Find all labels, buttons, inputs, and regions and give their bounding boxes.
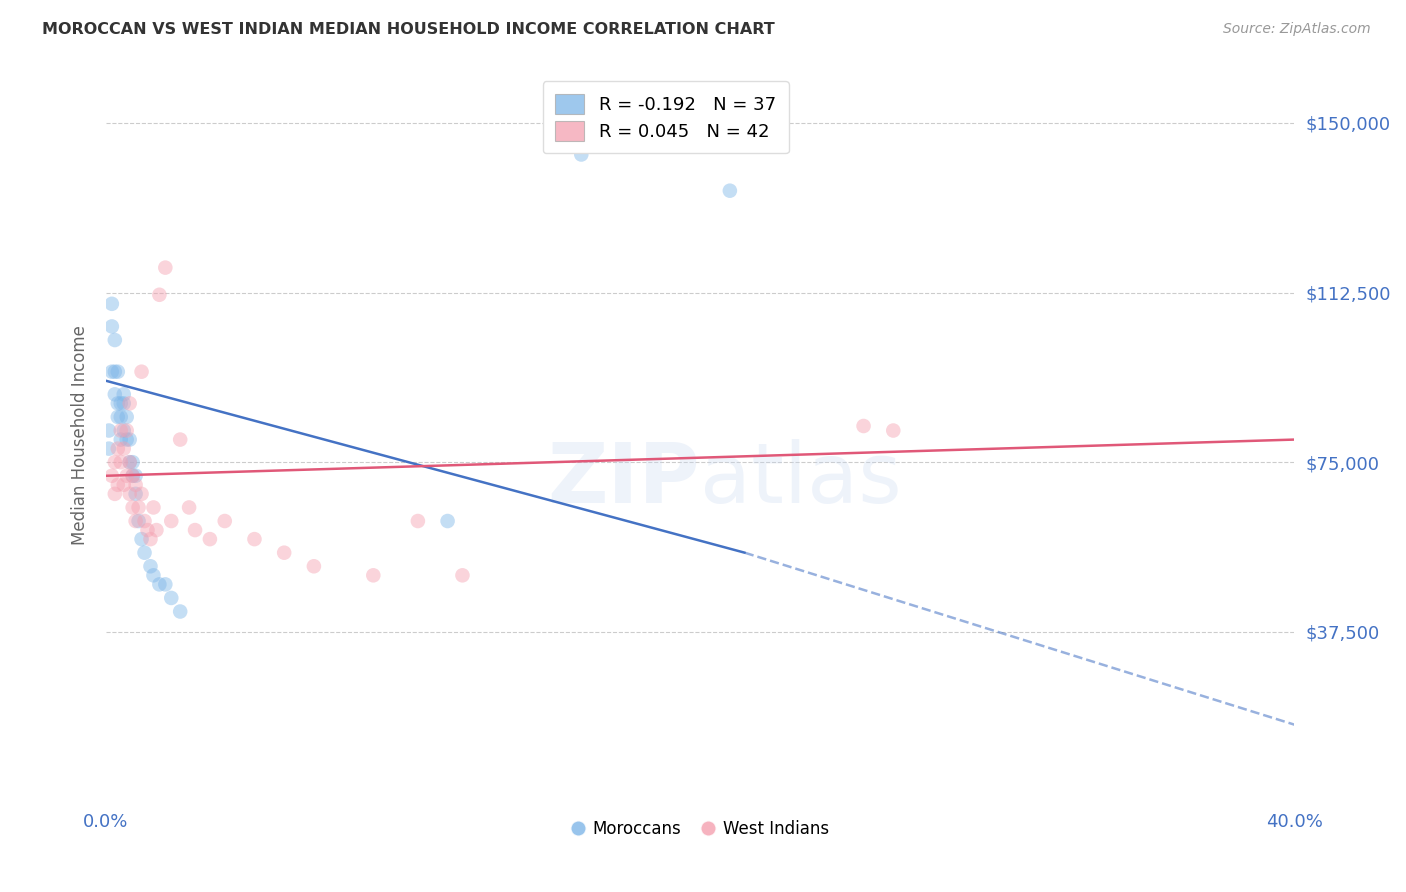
Point (110, 424, 132, 438)
Point (145, 523, 167, 537)
Point (131, 487, 153, 501)
Text: ZIP: ZIP (548, 439, 700, 519)
Text: atlas: atlas (700, 439, 901, 519)
Point (115, 468, 138, 483)
Point (112, 387, 135, 401)
Point (128, 500, 150, 515)
Point (406, 514, 429, 528)
Point (139, 559, 162, 574)
Point (131, 365, 153, 379)
Point (104, 365, 127, 379)
Point (148, 577, 170, 591)
Point (118, 396, 141, 410)
Point (184, 523, 207, 537)
Point (139, 532, 162, 546)
Point (107, 478, 129, 492)
Point (121, 468, 143, 483)
Point (121, 455, 143, 469)
Point (115, 409, 138, 424)
Point (107, 365, 129, 379)
Legend: Moroccans, West Indians: Moroccans, West Indians (564, 814, 837, 845)
Point (169, 433, 191, 447)
Point (101, 468, 124, 483)
Point (198, 532, 221, 546)
Point (134, 514, 156, 528)
Point (131, 532, 153, 546)
Point (882, 424, 904, 438)
Point (104, 487, 127, 501)
Text: MOROCCAN VS WEST INDIAN MEDIAN HOUSEHOLD INCOME CORRELATION CHART: MOROCCAN VS WEST INDIAN MEDIAN HOUSEHOLD… (42, 22, 775, 37)
Point (110, 455, 132, 469)
Point (136, 523, 159, 537)
Point (124, 487, 146, 501)
Point (110, 396, 132, 410)
Point (852, 419, 875, 434)
Point (104, 455, 127, 469)
Point (118, 455, 141, 469)
Y-axis label: Median Household Income: Median Household Income (72, 325, 89, 545)
Point (128, 514, 150, 528)
Text: Source: ZipAtlas.com: Source: ZipAtlas.com (1223, 22, 1371, 37)
Point (112, 442, 135, 456)
Point (142, 500, 165, 515)
Point (118, 433, 141, 447)
Point (302, 559, 325, 574)
Point (97, 442, 120, 456)
Point (112, 396, 135, 410)
Point (569, 147, 592, 161)
Point (115, 424, 138, 438)
Point (118, 487, 141, 501)
Point (101, 365, 124, 379)
Point (107, 409, 129, 424)
Point (160, 514, 183, 528)
Point (121, 468, 143, 483)
Point (155, 260, 177, 275)
Point (148, 287, 170, 301)
Point (214, 514, 236, 528)
Point (124, 468, 146, 483)
Point (101, 297, 124, 311)
Point (104, 333, 127, 347)
Point (110, 409, 132, 424)
Point (118, 455, 141, 469)
Point (107, 396, 129, 410)
Point (124, 514, 146, 528)
Point (718, 184, 741, 198)
Point (134, 546, 156, 560)
Point (243, 532, 266, 546)
Point (436, 514, 458, 528)
Point (112, 478, 135, 492)
Point (155, 577, 177, 591)
Point (121, 500, 143, 515)
Point (273, 546, 295, 560)
Point (169, 605, 191, 619)
Point (101, 319, 124, 334)
Point (104, 387, 127, 401)
Point (177, 500, 200, 515)
Point (451, 568, 474, 582)
Point (160, 591, 183, 605)
Point (97, 424, 120, 438)
Point (142, 568, 165, 582)
Point (112, 424, 135, 438)
Point (124, 478, 146, 492)
Point (107, 442, 129, 456)
Point (110, 433, 132, 447)
Point (115, 433, 138, 447)
Point (363, 568, 385, 582)
